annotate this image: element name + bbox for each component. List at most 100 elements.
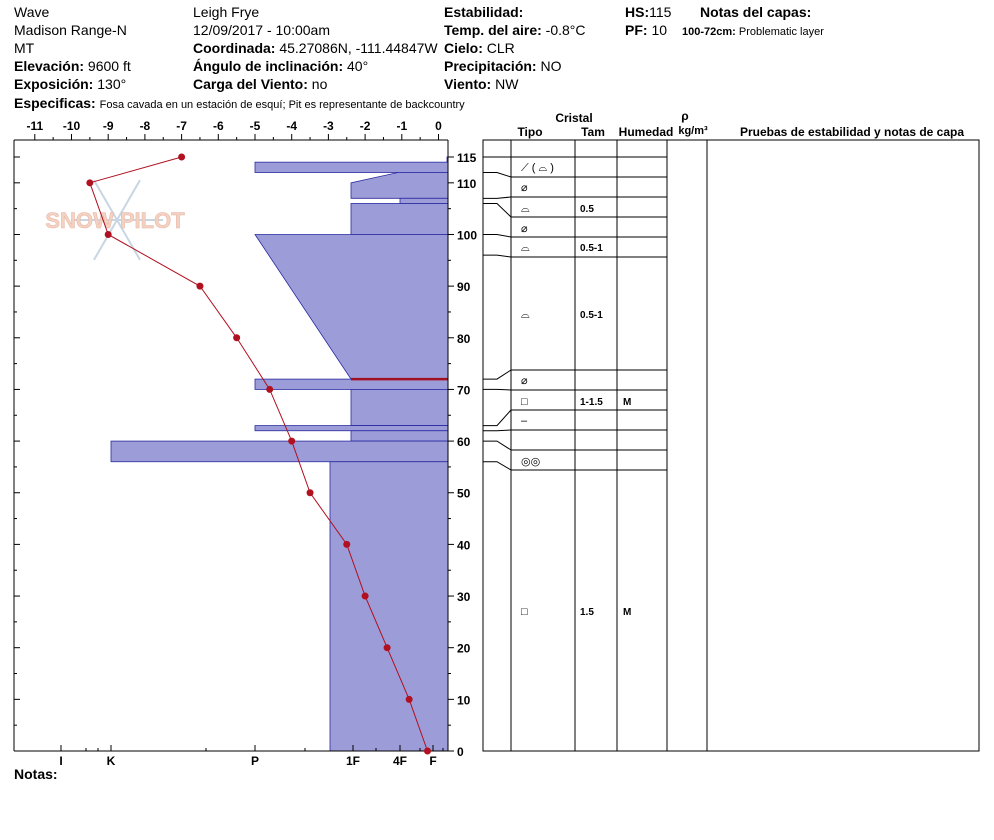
table-cell-size: 0.5 xyxy=(580,204,594,215)
table-cell-type: ⌀ xyxy=(521,375,528,387)
layer-table: Cristal ρ Tipo Tam Humedad kg/m³ Pruebas de es… xyxy=(482,109,980,752)
temp-tick-label: -2 xyxy=(360,119,371,133)
density-symbol: ρ xyxy=(681,109,688,123)
crystal-header: Cristal xyxy=(555,111,592,125)
depth-tick-label: 60 xyxy=(457,435,471,449)
col-size: Tam xyxy=(581,125,605,139)
table-cell-type: ⟋ ( ⌓ ) xyxy=(521,162,554,174)
depth-tick-label: 110 xyxy=(457,177,477,191)
state: MT xyxy=(14,40,35,56)
hardness-layer xyxy=(350,172,449,199)
hardness-profile xyxy=(110,156,449,752)
table-cell-size: 0.5-1 xyxy=(580,310,603,321)
mountain-range: Madison Range-N xyxy=(14,22,127,38)
table-cell-type: ⌓ xyxy=(521,309,530,321)
temp-tick-label: 0 xyxy=(435,119,442,133)
table-cell-type: ⌓ xyxy=(521,203,530,215)
hardness-tick-label: P xyxy=(251,754,259,768)
temp-tick-label: -8 xyxy=(140,119,151,133)
snowpilot-watermark: SNOW PILOT xyxy=(45,179,186,261)
layer-connector xyxy=(483,254,512,258)
temperature-point xyxy=(361,592,369,600)
temp-tick-label: -9 xyxy=(103,119,114,133)
layer-note: 100-72cm: Problematic layer xyxy=(682,26,824,38)
hardness-layer xyxy=(350,430,449,442)
col-type: Tipo xyxy=(517,125,542,139)
layer-connector xyxy=(483,440,512,451)
hardness-layer xyxy=(254,234,449,380)
table-cell-type: ⌓ xyxy=(521,242,530,254)
chart-axes: -11 -10 -9 -8 -7 -6 -5 -4 -3 -2 -1 0115110100908070… xyxy=(13,119,477,768)
table-cell-moisture: M xyxy=(623,607,631,618)
observer: Leigh Frye xyxy=(193,4,260,20)
table-cell-type: □ xyxy=(521,396,528,408)
temp-tick-label: -5 xyxy=(250,119,261,133)
depth-tick-label: 100 xyxy=(457,228,477,242)
hardness-tick-label: K xyxy=(107,754,116,768)
coordinates: Coordinada: 45.27086N, -111.44847W xyxy=(193,40,438,56)
pit-foot: PF: 10 xyxy=(625,22,668,38)
layer-notes-title: Notas del capas: xyxy=(700,4,812,20)
temperature-point xyxy=(423,747,431,755)
depth-tick-label: 10 xyxy=(457,693,471,707)
hardness-tick-label: 4F xyxy=(393,754,407,768)
layer-connector xyxy=(483,461,512,471)
col-density: kg/m³ xyxy=(678,125,708,137)
table-cell-type: ⌀ xyxy=(521,223,528,235)
depth-tick-label: 115 xyxy=(457,151,477,165)
hardness-layer xyxy=(329,461,449,752)
precipitation: Precipitación: NO xyxy=(444,58,562,74)
temperature-point xyxy=(233,334,241,342)
hardness-layer xyxy=(254,425,449,432)
layer-connector xyxy=(483,171,512,178)
hardness-tick-label: I xyxy=(59,754,62,768)
elevation: Elevación: 9600 ft xyxy=(14,58,131,74)
layer-connector xyxy=(483,202,512,218)
hardness-layer xyxy=(254,161,449,173)
layer-connector xyxy=(483,196,512,199)
depth-tick-label: 90 xyxy=(457,280,471,294)
sky: Cielo: CLR xyxy=(444,40,515,56)
depth-tick-label: 50 xyxy=(457,487,471,501)
slope-angle: Ángulo de inclinación: 40° xyxy=(193,58,369,74)
temp-tick-label: -11 xyxy=(26,119,43,133)
air-temperature: Temp. del aire: -0.8°C xyxy=(444,22,586,38)
hardness-layer xyxy=(399,197,449,204)
depth-tick-label: 0 xyxy=(457,745,464,759)
snow-height: HS:115 xyxy=(625,4,672,20)
temperature-point xyxy=(196,282,204,290)
hardness-layer xyxy=(350,389,449,426)
temperature-point xyxy=(178,153,186,161)
table-cell-type: □ xyxy=(521,606,528,618)
table-cell-type: ◎◎ xyxy=(521,456,540,468)
hardness-layer xyxy=(254,378,449,390)
snowflake-arm-icon xyxy=(93,179,118,221)
wind: Viento: NW xyxy=(444,76,519,92)
temperature-point xyxy=(343,540,351,548)
snowflake-arm-icon xyxy=(93,219,118,261)
temp-tick-label: -6 xyxy=(213,119,224,133)
temp-tick-label: -1 xyxy=(396,119,407,133)
hardness-layer xyxy=(110,440,449,463)
col-moisture: Humedad xyxy=(619,125,674,139)
layer-connector xyxy=(483,388,512,391)
table-cell-moisture: M xyxy=(623,397,631,408)
table-cell-size: 0.5-1 xyxy=(580,243,603,254)
depth-tick-label: 30 xyxy=(457,590,471,604)
specifics: Especificas: Fosa cavada en un estación … xyxy=(14,95,465,111)
datetime: 12/09/2017 - 10:00am xyxy=(193,22,330,38)
temperature-profile xyxy=(86,153,431,755)
temperature-point xyxy=(306,489,314,497)
wind-loading: Carga del Viento: no xyxy=(193,76,328,92)
table-cell-size: 1.5 xyxy=(580,607,594,618)
layer-connector xyxy=(483,429,512,432)
aspect: Exposición: 130° xyxy=(14,76,127,92)
temperature-point xyxy=(405,695,413,703)
temperature-point xyxy=(383,644,391,652)
table-cell-type: ⌀ xyxy=(521,182,528,194)
temperature-point xyxy=(288,437,296,445)
hardness-tick-label: 1F xyxy=(346,754,360,768)
table-cell-size: 1-1.5 xyxy=(580,397,603,408)
table-cell-type: – xyxy=(521,415,528,427)
